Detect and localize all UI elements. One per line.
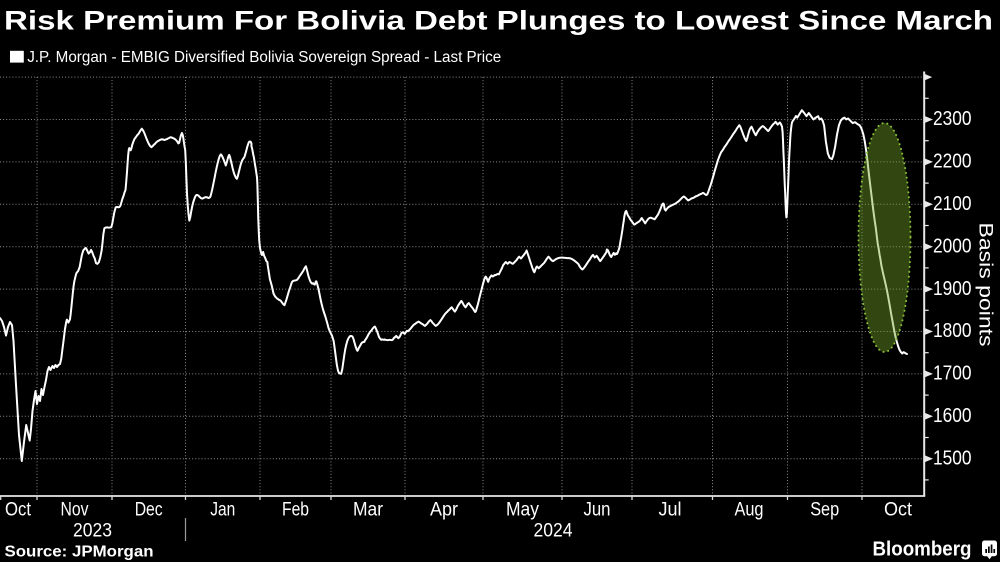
svg-text:2100: 2100 [933, 192, 972, 215]
svg-text:Nov: Nov [61, 500, 89, 521]
svg-text:Sep: Sep [810, 500, 839, 521]
svg-text:Oct: Oct [884, 500, 913, 521]
svg-text:Oct: Oct [5, 500, 32, 521]
svg-text:Bloomberg: Bloomberg [873, 539, 972, 561]
svg-text:Feb: Feb [282, 500, 309, 521]
svg-text:1500: 1500 [933, 446, 972, 469]
svg-text:Jun: Jun [584, 500, 611, 521]
svg-text:Aug: Aug [735, 500, 764, 521]
svg-text:Dec: Dec [135, 500, 163, 521]
svg-text:Mar: Mar [353, 500, 384, 521]
svg-text:2023: 2023 [73, 521, 112, 542]
svg-text:2024: 2024 [534, 521, 573, 542]
svg-text:Jul: Jul [659, 500, 682, 521]
svg-text:1600: 1600 [933, 404, 972, 427]
svg-text:2300: 2300 [933, 107, 972, 130]
svg-text:Apr: Apr [430, 500, 459, 521]
svg-text:2200: 2200 [933, 150, 972, 173]
svg-text:J.P. Morgan - EMBIG Diversifie: J.P. Morgan - EMBIG Diversified Bolivia … [27, 49, 501, 66]
svg-text:1900: 1900 [933, 277, 972, 300]
svg-text:2000: 2000 [933, 234, 972, 257]
svg-text:May: May [506, 500, 539, 521]
svg-text:Source: JPMorgan: Source: JPMorgan [5, 544, 154, 561]
svg-text:1800: 1800 [933, 319, 972, 342]
svg-text:Risk Premium For Bolivia Debt: Risk Premium For Bolivia Debt Plunges to… [4, 6, 993, 36]
svg-text:Basis points: Basis points [975, 223, 997, 347]
svg-text:Jan: Jan [210, 500, 235, 521]
svg-text:1700: 1700 [933, 362, 972, 385]
